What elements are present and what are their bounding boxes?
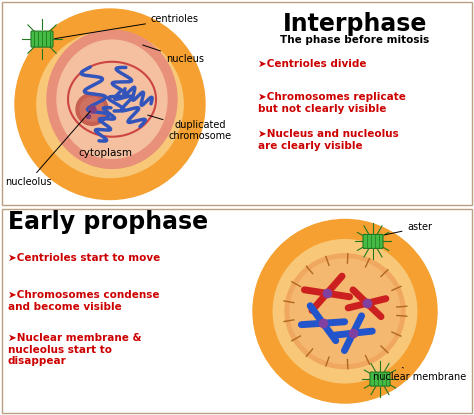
FancyBboxPatch shape [363, 234, 383, 249]
Text: ➤Centrioles divide: ➤Centrioles divide [258, 59, 366, 69]
Text: aster: aster [385, 222, 432, 235]
Text: ➤Chromosomes condense
and become visible: ➤Chromosomes condense and become visible [8, 290, 159, 312]
Ellipse shape [290, 259, 400, 364]
Circle shape [37, 31, 183, 178]
Circle shape [253, 220, 437, 403]
Circle shape [80, 97, 104, 121]
Text: ➤Chromosomes replicate
but not clearly visible: ➤Chromosomes replicate but not clearly v… [258, 92, 406, 114]
Ellipse shape [47, 30, 177, 168]
FancyBboxPatch shape [370, 372, 390, 386]
Text: nucleolus: nucleolus [5, 111, 90, 188]
Text: cytoplasm: cytoplasm [78, 149, 132, 159]
Text: duplicated
chromosome: duplicated chromosome [148, 115, 232, 142]
Text: Early prophase: Early prophase [8, 210, 208, 234]
Text: nucleus: nucleus [143, 45, 204, 64]
Text: ➤Centrioles start to move: ➤Centrioles start to move [8, 254, 160, 264]
Circle shape [273, 239, 417, 383]
Text: ➤Nuclear membrane &
nucleolus start to
disappear: ➤Nuclear membrane & nucleolus start to d… [8, 333, 142, 366]
Text: ➤Nucleus and nucleolus
are clearly visible: ➤Nucleus and nucleolus are clearly visib… [258, 129, 399, 151]
Circle shape [76, 93, 108, 125]
Text: The phase before mitosis: The phase before mitosis [281, 35, 429, 45]
Circle shape [15, 9, 205, 200]
FancyBboxPatch shape [2, 210, 472, 413]
Text: centrioles: centrioles [55, 14, 199, 39]
Ellipse shape [57, 40, 167, 159]
FancyBboxPatch shape [2, 2, 472, 205]
Text: nuclear membrane: nuclear membrane [374, 367, 466, 382]
Ellipse shape [285, 254, 405, 369]
Text: Interphase: Interphase [283, 12, 427, 36]
FancyBboxPatch shape [31, 31, 53, 47]
